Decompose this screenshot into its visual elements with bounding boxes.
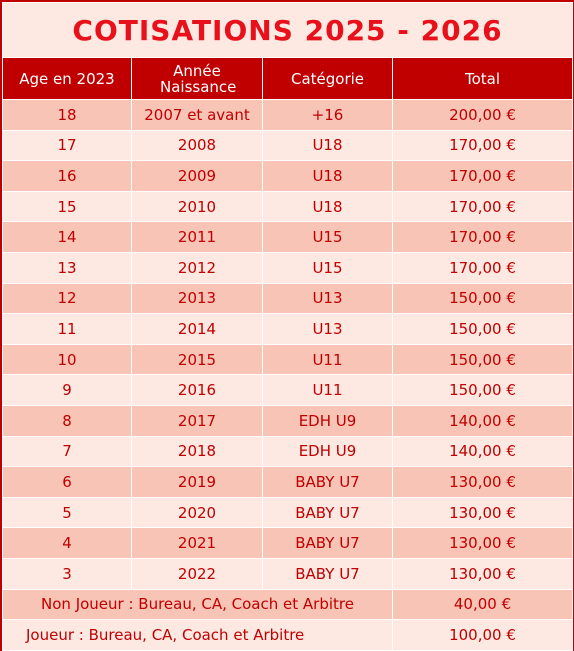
table-cell: BABY U7 [262,527,393,559]
table-cell: 2021 [131,527,263,559]
table-cell: 2008 [131,129,263,162]
table-cell: BABY U7 [262,557,393,590]
table-cell: 8 [2,404,132,437]
table-row: 10 2015 U11 150,00 € [2,343,573,376]
table-cell: U15 [262,251,393,284]
header-row: Age en 2023 Année Naissance Catégorie Total [2,57,573,100]
table-cell: 7 [2,435,132,468]
table-cell: 100,00 € [392,619,573,651]
title: COTISATIONS 2025 - 2026 [2,2,573,58]
table-cell: 200,00 € [392,99,573,131]
table-row: 4 2021 BABY U7 130,00 € [2,527,573,559]
table-cell: 2017 [131,404,263,437]
table-cell: 150,00 € [392,282,573,315]
table-cell: 170,00 € [392,251,573,284]
table-row: Non Joueur : Bureau, CA, Coach et Arbitr… [2,588,573,621]
column-header: Age en 2023 [2,57,132,100]
table-cell: U13 [262,313,393,345]
table-cell: 2018 [131,435,263,468]
table-row: 8 2017 EDH U9 140,00 € [2,404,573,437]
table-cell: U15 [262,221,393,253]
table-cell: 2014 [131,313,263,345]
table-cell: 2012 [131,251,263,284]
table-row: 14 2011 U15 170,00 € [2,221,573,253]
table-row: 15 2010 U18 170,00 € [2,190,573,223]
table-cell: BABY U7 [262,466,393,498]
title-row: COTISATIONS 2025 - 2026 [2,2,573,58]
table-cell: U18 [262,190,393,223]
table-row: 6 2019 BABY U7 130,00 € [2,466,573,498]
table-cell: 12 [2,282,132,315]
table-cell: 170,00 € [392,221,573,253]
table-cell: 130,00 € [392,496,573,529]
table-cell: 2009 [131,160,263,192]
table-row: 17 2008 U18 170,00 € [2,129,573,162]
table-cell: 18 [2,99,132,131]
table-cell: 14 [2,221,132,253]
table-cell: 2019 [131,466,263,498]
table-cell: 2007 et avant [131,99,263,131]
table-cell: Non Joueur : Bureau, CA, Coach et Arbitr… [2,588,393,621]
table-cell: 130,00 € [392,527,573,559]
table-cell: 9 [2,374,132,406]
table-cell: 150,00 € [392,343,573,376]
table-cell: 2016 [131,374,263,406]
table-cell: BABY U7 [262,496,393,529]
table-cell: 2015 [131,343,263,376]
table-row: 16 2009 U18 170,00 € [2,160,573,192]
table-cell: 170,00 € [392,160,573,192]
table-cell: U13 [262,282,393,315]
table-cell: 16 [2,160,132,192]
table-cell: 13 [2,251,132,284]
table-cell: 2022 [131,557,263,590]
table-cell: 10 [2,343,132,376]
table-cell: 130,00 € [392,557,573,590]
column-header: Catégorie [262,57,393,100]
table-row: 11 2014 U13 150,00 € [2,313,573,345]
column-header: Année Naissance [131,57,263,100]
table-cell: U18 [262,160,393,192]
table-cell: 140,00 € [392,435,573,468]
table-cell: 150,00 € [392,313,573,345]
table-row: Joueur : Bureau, CA, Coach et Arbitre 100… [2,619,573,651]
table-cell: EDH U9 [262,404,393,437]
table-row: 13 2012 U15 170,00 € [2,251,573,284]
table-cell: 17 [2,129,132,162]
column-header: Total [392,57,573,100]
table-row: 12 2013 U13 150,00 € [2,282,573,315]
table-cell: 5 [2,496,132,529]
table-cell: 2013 [131,282,263,315]
table-cell: 150,00 € [392,374,573,406]
table-cell: U11 [262,374,393,406]
table-row: 9 2016 U11 150,00 € [2,374,573,406]
table-cell: 170,00 € [392,190,573,223]
table-cell: 170,00 € [392,129,573,162]
table-row: 18 2007 et avant +16 200,00 € [2,99,573,131]
table-cell: 2010 [131,190,263,223]
table-cell: U11 [262,343,393,376]
table-cell: 11 [2,313,132,345]
table-cell: 140,00 € [392,404,573,437]
table-cell: 130,00 € [392,466,573,498]
table-row: 5 2020 BABY U7 130,00 € [2,496,573,529]
table-cell: 15 [2,190,132,223]
table-cell: Joueur : Bureau, CA, Coach et Arbitre [2,619,393,651]
table-row: 7 2018 EDH U9 140,00 € [2,435,573,468]
table-cell: 3 [2,557,132,590]
table-cell: U18 [262,129,393,162]
table-cell: 40,00 € [392,588,573,621]
table-cell: 2011 [131,221,263,253]
table-cell: +16 [262,99,393,131]
table-row: 3 2022 BABY U7 130,00 € [2,557,573,590]
table-cell: EDH U9 [262,435,393,468]
table-cell: 6 [2,466,132,498]
table-cell: 2020 [131,496,263,529]
table-cell: 4 [2,527,132,559]
